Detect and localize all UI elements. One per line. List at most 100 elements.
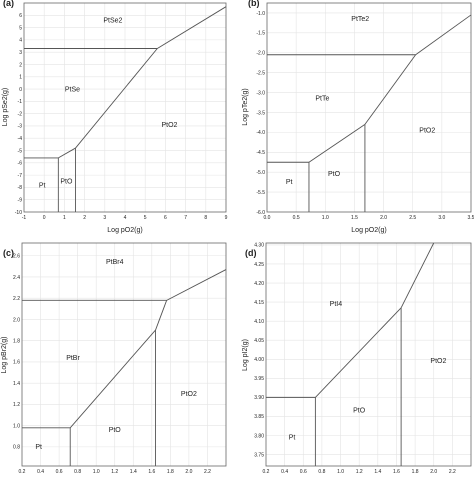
y-tick-label: 2 xyxy=(19,62,22,68)
x-tick-label: -1 xyxy=(22,215,27,221)
y-tick-label: -4.0 xyxy=(256,130,265,136)
region-label: PtO xyxy=(328,171,341,178)
x-tick-label: 0.8 xyxy=(318,469,325,474)
y-tick-label: 4 xyxy=(19,38,22,44)
y-tick-label: -5.0 xyxy=(256,170,265,176)
y-tick-label: -6.0 xyxy=(256,210,265,216)
x-tick-label: 1.2 xyxy=(356,469,363,474)
x-tick-label: 0.0 xyxy=(264,215,271,221)
y-tick-label: 4.30 xyxy=(254,243,264,249)
y-tick-label: 0 xyxy=(19,87,22,93)
x-tick-label: 1.6 xyxy=(148,469,155,474)
region-label: PtBr4 xyxy=(106,259,124,266)
region-label: PtO2 xyxy=(430,358,446,365)
panel-4: 0.2 0.4 0.6 0.8 1.0 1.2 1.4 1.6 1.8 2.0 2.2 3.75 3.8… xyxy=(242,242,472,475)
region-label: PtBr xyxy=(66,355,80,362)
y-tick-label: -9 xyxy=(18,198,23,204)
region-label: PtO xyxy=(109,427,122,434)
y-tick-label: -6 xyxy=(18,161,23,167)
x-tick-label: 2.2 xyxy=(204,469,211,474)
region-label: Pt xyxy=(286,179,293,186)
plot-frame xyxy=(266,2,472,213)
x-tick-label: 9 xyxy=(225,215,228,221)
region-label: PtO2 xyxy=(419,127,435,134)
y-tick-label: 1.4 xyxy=(13,381,20,387)
y-tick-label: 4.20 xyxy=(254,281,264,287)
plot-frame xyxy=(21,242,227,467)
panel-letter: (a) xyxy=(3,0,14,8)
panel-letter: (b) xyxy=(248,0,260,8)
region-label: Pt xyxy=(289,434,296,441)
x-tick-label: 8 xyxy=(204,215,207,221)
y-tick-label: 1 xyxy=(19,75,22,81)
x-tick-label: 1.0 xyxy=(322,215,329,221)
x-tick-label: 2.5 xyxy=(409,215,416,221)
y-tick-label: -2.5 xyxy=(256,70,265,76)
x-tick-label: 1.5 xyxy=(351,215,358,221)
x-tick-label: 2.0 xyxy=(380,215,387,221)
y-tick-label: 5 xyxy=(19,25,22,31)
y-tick-label: -5.5 xyxy=(256,190,265,196)
y-axis-label: Log pTe2(g) xyxy=(242,88,249,125)
x-tick-label: 3 xyxy=(103,215,106,221)
y-tick-label: 2.6 xyxy=(13,254,20,260)
x-tick-label: 0 xyxy=(43,215,46,221)
x-tick-label: 2.2 xyxy=(449,469,456,474)
y-tick-label: -4 xyxy=(18,136,23,142)
y-tick-label: 4.25 xyxy=(254,262,264,268)
x-tick-label: 2.0 xyxy=(430,469,437,474)
y-tick-label: 1.8 xyxy=(13,338,20,344)
region-label: PtSe2 xyxy=(103,18,122,25)
x-tick-label: 6 xyxy=(164,215,167,221)
phase-boundary xyxy=(75,48,158,149)
x-tick-label: 7 xyxy=(184,215,187,221)
phase-boundary xyxy=(308,124,366,163)
phase-boundary xyxy=(155,300,168,331)
y-tick-label: 0.8 xyxy=(13,445,20,451)
x-tick-label: 1.4 xyxy=(374,469,381,474)
phase-boundary xyxy=(69,329,156,429)
y-tick-label: 1.6 xyxy=(13,360,20,366)
y-tick-label: 1.0 xyxy=(13,423,20,429)
y-tick-label: 4.05 xyxy=(254,338,264,344)
y-tick-label: -1 xyxy=(18,99,23,105)
x-tick-label: 1.8 xyxy=(167,469,174,474)
y-axis-label: Log pBr2(g) xyxy=(1,337,8,374)
y-tick-label: -3.0 xyxy=(256,90,265,96)
x-tick-label: 1.0 xyxy=(337,469,344,474)
y-tick-label: 1.2 xyxy=(13,402,20,408)
y-tick-label: 4.15 xyxy=(254,300,264,306)
x-tick-label: 1.8 xyxy=(412,469,419,474)
y-tick-label: -5 xyxy=(18,148,23,154)
x-tick-label: 0.4 xyxy=(37,469,44,474)
y-tick-label: 3.90 xyxy=(254,395,264,401)
x-tick-label: 3.0 xyxy=(438,215,445,221)
panel-1: -1 0 1 2 3 4 5 6 7 8 9-10-9-8-7-6-5-4-3-2-10123456… xyxy=(2,0,228,234)
phase-boundary xyxy=(157,6,227,49)
x-tick-label: 0.4 xyxy=(281,469,288,474)
y-tick-label: 3 xyxy=(19,50,22,56)
y-tick-label: -1.0 xyxy=(256,11,265,17)
y-axis-label: Log pI2(g) xyxy=(242,339,249,371)
y-tick-label: 6 xyxy=(19,13,22,19)
y-tick-label: -8 xyxy=(18,185,23,191)
x-tick-label: 2.0 xyxy=(185,469,192,474)
x-tick-label: 0.5 xyxy=(293,215,300,221)
region-label: PtO xyxy=(60,179,73,186)
panel-letter: (c) xyxy=(3,248,14,258)
y-tick-label: -2.0 xyxy=(256,51,265,57)
x-tick-label: 0.2 xyxy=(19,469,26,474)
x-axis-label: Log pO2(g) xyxy=(107,227,142,234)
plot-frame xyxy=(265,242,472,467)
y-tick-label: 3.85 xyxy=(254,414,264,420)
y-tick-label: 2.0 xyxy=(13,317,20,323)
region-label: PtTe2 xyxy=(351,16,369,23)
y-tick-label: -4.5 xyxy=(256,150,265,156)
y-tick-label: -3 xyxy=(18,124,23,130)
x-tick-label: 5 xyxy=(144,215,147,221)
phase-boundary xyxy=(58,147,76,159)
phase-boundary xyxy=(364,54,416,125)
y-tick-label: -2 xyxy=(18,111,23,117)
